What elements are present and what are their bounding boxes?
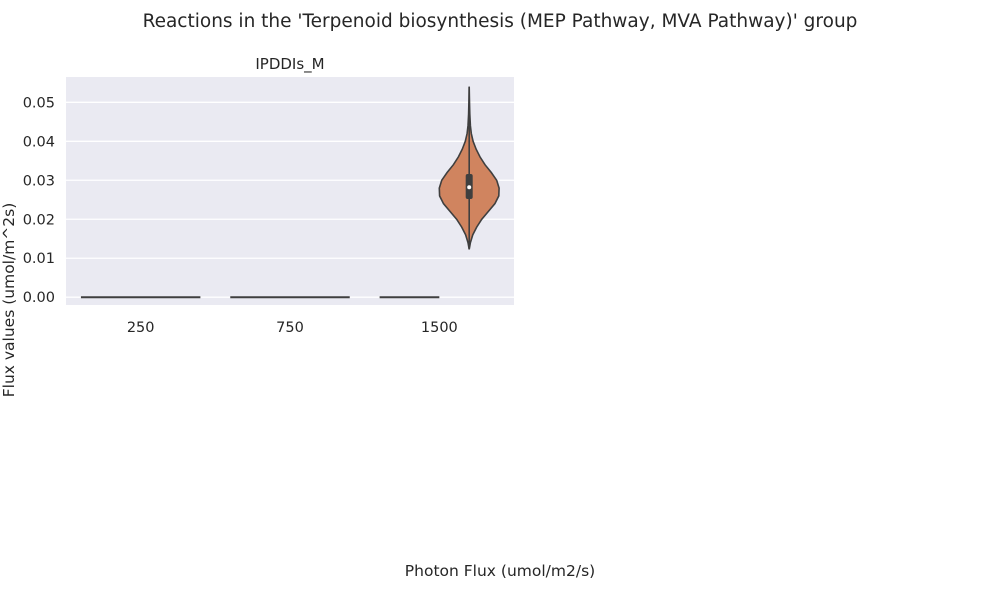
violin-median-1500: [467, 185, 472, 190]
y-tick-label: 0.04: [23, 134, 55, 150]
x-axis-label: Photon Flux (umol/m2/s): [405, 562, 595, 580]
x-tick-labels: 250 750 1500: [127, 320, 458, 336]
x-tick-label: 750: [276, 320, 304, 336]
y-tick-labels: 0.00 0.01 0.02 0.03 0.04 0.05: [23, 95, 55, 306]
y-tick-label: 0.05: [23, 95, 55, 111]
panel-title: IPDDIs_M: [255, 55, 324, 74]
y-axis-label: Flux values (umol/m^2s): [0, 203, 18, 398]
y-tick-label: 0.00: [23, 290, 55, 306]
y-tick-label: 0.02: [23, 212, 55, 228]
violin-marks: [80, 86, 500, 299]
x-tick-label: 1500: [421, 320, 458, 336]
y-tick-label: 0.03: [23, 173, 55, 189]
figure-title: Reactions in the 'Terpenoid biosynthesis…: [143, 11, 858, 32]
y-tick-label: 0.01: [23, 251, 55, 267]
x-tick-label: 250: [127, 320, 155, 336]
